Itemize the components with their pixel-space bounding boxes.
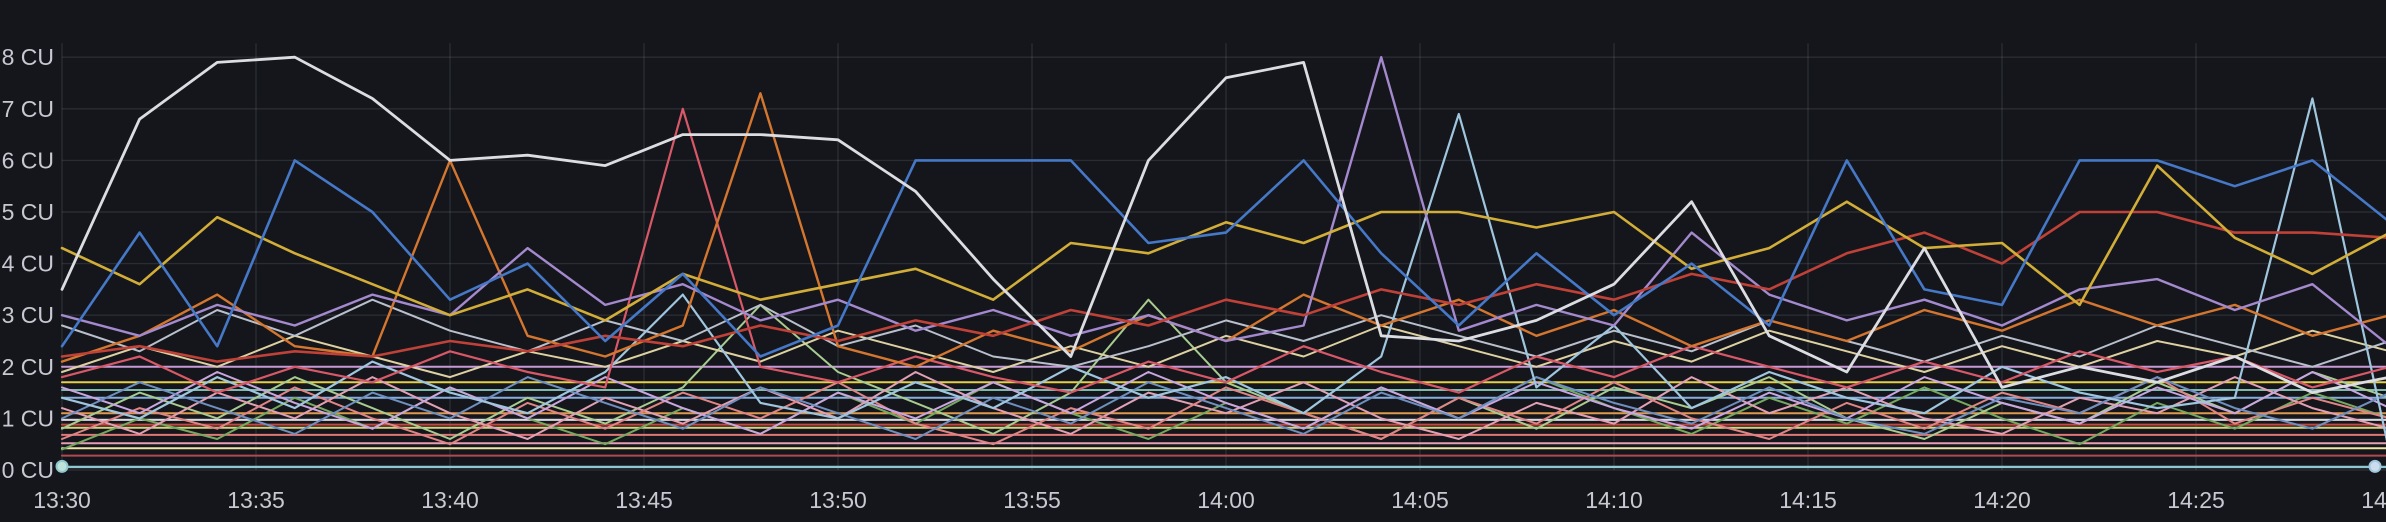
x-axis-label: 13:55: [1003, 487, 1061, 513]
series-line-skyblue-spikes: [60, 97, 2386, 442]
y-axis-label: 5 CU: [2, 199, 54, 225]
x-axis-label: 14:10: [1585, 487, 1643, 513]
y-axis-label: 0 CU: [2, 457, 54, 483]
y-axis-label: 3 CU: [2, 302, 54, 328]
series-line-gold-line: [60, 164, 2386, 322]
x-axis-label: 13:40: [421, 487, 479, 513]
x-axis-label: 13:30: [33, 487, 91, 513]
series-line-beige-line: [61, 324, 2386, 379]
data-point-marker: [55, 459, 69, 473]
y-axis-label: 4 CU: [2, 251, 54, 277]
x-axis-label: 14:25: [2167, 487, 2225, 513]
x-axis-label: 14:05: [1391, 487, 1449, 513]
series-line-violet-wiggle: [61, 371, 2386, 435]
y-axis-labels: 0 CU 1 CU 2 CU 3 CU 4 CU 5 CU 6 CU 7 CU 8 CU: [2, 44, 54, 483]
data-point-markers: [55, 459, 2382, 473]
series-line-crimson-spike: [60, 107, 2386, 394]
series-line-white-line: [60, 55, 2386, 395]
series-line-pink-wiggle: [61, 371, 2386, 440]
y-axis-label: 1 CU: [2, 405, 54, 431]
series-line-lightgray-line: [61, 298, 2386, 368]
x-axis-labels: 13:30 13:35 13:40 13:45 13:50 13:55 14:00 14:05…: [33, 487, 2386, 513]
x-axis-label: 14:15: [1779, 487, 1837, 513]
series-line-blue-line: [60, 159, 2386, 358]
series-lines: [60, 55, 2386, 469]
y-axis-label: 2 CU: [2, 354, 54, 380]
x-axis-label: 14:30: [2361, 487, 2386, 513]
x-axis-label: 14:00: [1197, 487, 1255, 513]
y-axis-label: 6 CU: [2, 147, 54, 173]
series-line-steelblue-wiggle: [61, 376, 2386, 440]
series-line-salmon-wiggle: [61, 376, 2386, 446]
y-axis-label: 8 CU: [2, 44, 54, 70]
series-line-red-line: [60, 210, 2386, 363]
x-axis-label: 14:20: [1973, 487, 2031, 513]
y-axis-label: 7 CU: [2, 96, 54, 122]
x-axis-label: 13:50: [809, 487, 867, 513]
data-point-marker: [2368, 459, 2382, 473]
x-axis-label: 13:45: [615, 487, 673, 513]
x-axis-label: 13:35: [227, 487, 285, 513]
